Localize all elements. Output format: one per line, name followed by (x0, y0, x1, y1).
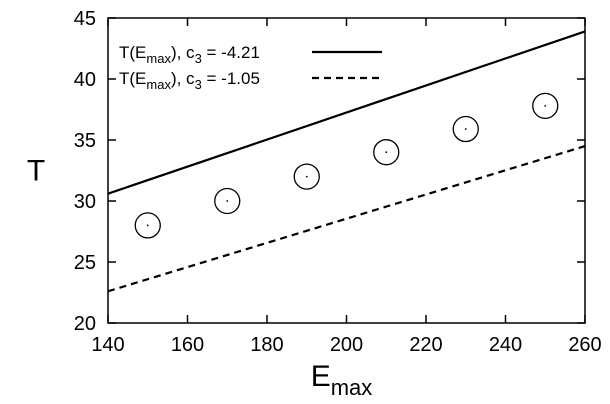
series-line-dashed (108, 145, 585, 293)
points-layer (134, 92, 559, 239)
data-point-center (226, 200, 229, 202)
legend-entry-label: T(Emax), c3 = -4.21 (119, 43, 260, 66)
legend-text-part: ), c (171, 69, 195, 88)
data-point-center (464, 128, 467, 130)
y-tick-label: 30 (74, 191, 96, 213)
legend-text-part: = -1.05 (202, 69, 260, 88)
x-tick-label: 140 (91, 334, 124, 356)
legend-text-part: 3 (195, 77, 202, 92)
data-point (373, 139, 400, 166)
data-point-center (385, 151, 388, 154)
legend-text-part: max (146, 77, 171, 92)
x-tick-label: 180 (250, 334, 283, 356)
data-point (452, 115, 479, 143)
series-line-solid (108, 30, 585, 195)
y-tick-label: 35 (74, 130, 96, 152)
y-tick-label: 45 (74, 8, 96, 30)
x-tick-label: 200 (330, 334, 363, 356)
x-tick-label: 240 (489, 334, 522, 356)
legend-text-part: 3 (195, 51, 202, 66)
x-axis-label: Emax (311, 360, 373, 400)
legend-text-part: T(E (119, 69, 146, 88)
data-point (532, 92, 559, 119)
data-point-center (305, 175, 308, 178)
legend-text-part: max (146, 51, 171, 66)
x-tick-label: 160 (171, 334, 204, 356)
x-axis-label-main: E (311, 360, 331, 393)
y-tick-label: 20 (74, 313, 96, 335)
y-axis-label: T (27, 155, 45, 188)
data-point (214, 187, 241, 215)
plot-frame (107, 17, 586, 324)
legend: T(Emax), c3 = -4.21T(Emax), c3 = -1.05 (119, 43, 382, 92)
data-point (293, 163, 320, 190)
x-tick-label: 260 (568, 334, 601, 356)
series-layer (108, 30, 585, 293)
y-tick-label: 25 (74, 252, 96, 274)
x-tick-label: 220 (409, 334, 442, 356)
legend-text-part: = -4.21 (202, 43, 260, 62)
legend-text-part: ), c (171, 43, 195, 62)
x-axis-label-sub: max (331, 375, 373, 400)
legend-entry-label: T(Emax), c3 = -1.05 (119, 69, 260, 92)
legend-text-part: T(E (119, 43, 146, 62)
data-point-center (146, 224, 149, 227)
data-point-center (544, 104, 547, 107)
y-tick-label: 40 (74, 69, 96, 91)
data-point (134, 212, 161, 239)
